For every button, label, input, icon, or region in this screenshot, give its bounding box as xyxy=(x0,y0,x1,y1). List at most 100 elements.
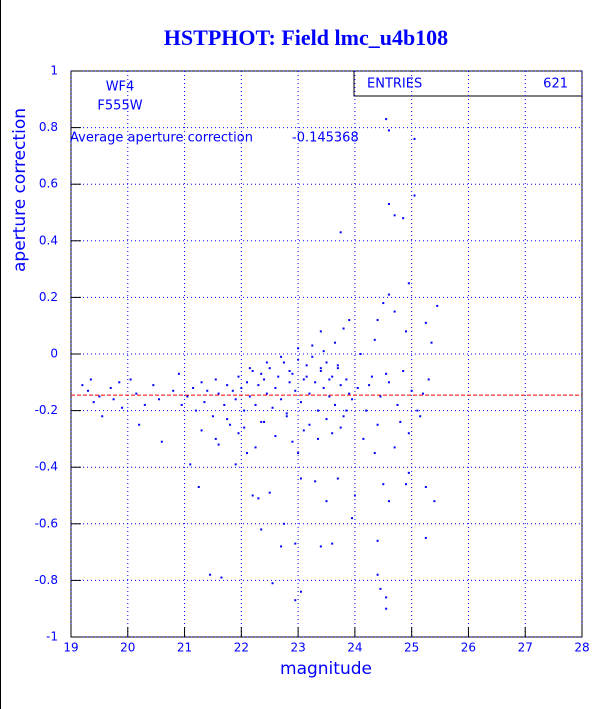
point xyxy=(302,378,305,381)
point xyxy=(194,409,197,412)
x-tick-label: 21 xyxy=(177,641,192,655)
point xyxy=(297,358,300,361)
point xyxy=(271,406,274,409)
point xyxy=(308,392,311,395)
y-tick-label: -0.8 xyxy=(35,573,58,587)
point xyxy=(334,341,337,344)
y-axis-label: aperture correction xyxy=(10,108,30,272)
point xyxy=(260,528,263,531)
point xyxy=(305,375,308,378)
point xyxy=(319,330,322,333)
point xyxy=(217,443,220,446)
point xyxy=(368,384,371,387)
point xyxy=(263,420,266,423)
point xyxy=(223,403,226,406)
point xyxy=(234,398,237,401)
y-tick-label: -0.6 xyxy=(35,516,58,530)
point xyxy=(294,389,297,392)
point xyxy=(396,403,399,406)
point xyxy=(285,415,288,418)
point xyxy=(129,378,132,381)
point xyxy=(424,536,427,539)
point xyxy=(257,384,260,387)
chip-label: WF4 xyxy=(106,80,135,95)
point xyxy=(328,378,331,381)
point xyxy=(291,372,294,375)
average-label: Average aperture correction xyxy=(70,131,253,146)
point xyxy=(209,573,212,576)
point xyxy=(376,573,379,576)
point xyxy=(410,389,413,392)
point xyxy=(299,401,302,404)
point xyxy=(299,477,302,480)
point xyxy=(319,369,322,372)
point xyxy=(226,418,229,421)
point xyxy=(251,494,254,497)
point xyxy=(189,463,192,466)
point xyxy=(217,392,220,395)
point xyxy=(424,321,427,324)
point xyxy=(316,437,319,440)
point xyxy=(348,392,351,395)
point xyxy=(376,423,379,426)
point xyxy=(282,522,285,525)
point xyxy=(200,429,203,432)
point xyxy=(325,500,328,503)
x-tick-label: 23 xyxy=(290,641,305,655)
point xyxy=(248,367,251,370)
point xyxy=(280,545,283,548)
point xyxy=(180,403,183,406)
point xyxy=(311,344,314,347)
point xyxy=(402,217,405,220)
point xyxy=(297,452,300,455)
point xyxy=(243,426,246,429)
point xyxy=(237,432,240,435)
point xyxy=(274,435,277,438)
point xyxy=(314,381,317,384)
point xyxy=(424,486,427,489)
point xyxy=(158,398,161,401)
point xyxy=(402,369,405,372)
point xyxy=(404,483,407,486)
stats-label: ENTRIES xyxy=(367,77,422,92)
point xyxy=(143,403,146,406)
point xyxy=(251,369,254,372)
point xyxy=(152,384,155,387)
point xyxy=(277,375,280,378)
point xyxy=(342,415,345,418)
stats-value: 621 xyxy=(543,77,568,92)
point xyxy=(98,395,101,398)
point xyxy=(248,395,251,398)
point xyxy=(246,381,249,384)
point xyxy=(121,406,124,409)
point xyxy=(331,542,334,545)
point xyxy=(226,384,229,387)
x-tick-label: 25 xyxy=(404,641,419,655)
point xyxy=(246,452,249,455)
point xyxy=(413,194,416,197)
point xyxy=(359,353,362,355)
point xyxy=(387,129,390,132)
point xyxy=(112,398,115,401)
point xyxy=(362,437,365,440)
y-tick-label: 0.4 xyxy=(39,233,58,247)
point xyxy=(138,423,141,426)
point xyxy=(407,471,410,474)
y-tick-label: -1 xyxy=(46,630,58,644)
point xyxy=(422,392,425,395)
point xyxy=(257,497,260,500)
point xyxy=(419,415,422,418)
point xyxy=(387,293,390,296)
y-tick-label: 0.6 xyxy=(39,177,58,191)
point xyxy=(214,378,217,381)
point xyxy=(101,415,104,418)
point xyxy=(356,386,359,389)
point xyxy=(87,389,90,392)
point xyxy=(334,403,337,406)
point xyxy=(294,599,297,602)
point xyxy=(336,367,339,370)
x-tick-label: 27 xyxy=(518,641,533,655)
point xyxy=(186,395,189,398)
